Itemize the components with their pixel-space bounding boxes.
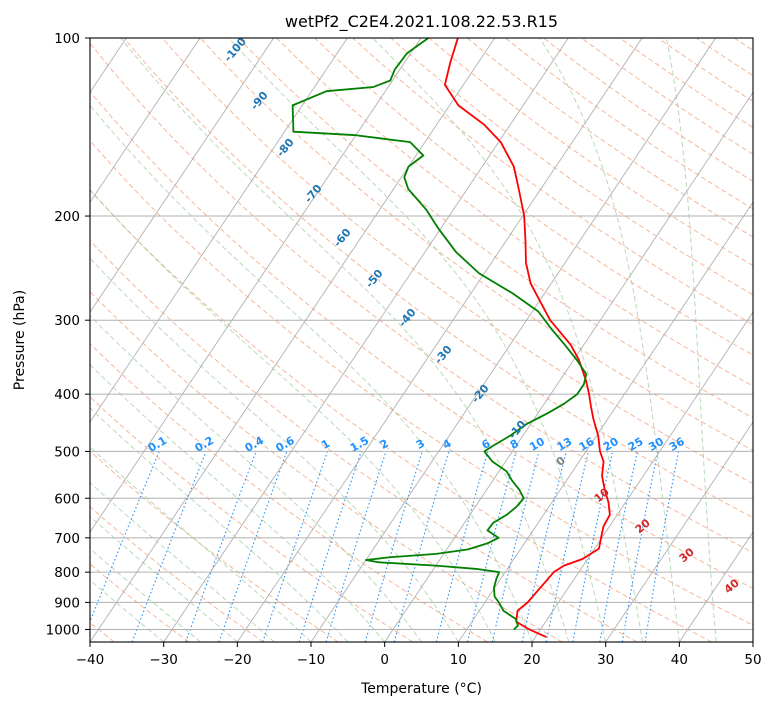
mixing-ratio-line xyxy=(599,451,638,642)
mixing-ratio-line xyxy=(491,451,540,642)
moist-adiabat-line xyxy=(372,38,643,642)
y-tick-label: 900 xyxy=(54,595,80,611)
isotherm-gridlines xyxy=(90,38,753,642)
x-axis-label: Temperature (°C) xyxy=(360,681,482,697)
x-axis-ticks: −40 −30 −20 −10 0 10 20 30 40 50 xyxy=(76,642,762,668)
mixing-ratio-line xyxy=(185,451,257,642)
dry-adiabat-line xyxy=(428,38,753,267)
y-tick-label: 600 xyxy=(54,491,80,507)
dry-adiabat-line xyxy=(90,343,488,642)
y-tick-label: 300 xyxy=(54,313,80,329)
moist-adiabat-line xyxy=(120,38,570,642)
y-axis-ticks: 100 200 300 400 500 600 700 800 900 1000 xyxy=(46,31,90,638)
isobar-gridlines xyxy=(90,38,753,630)
dry-adiabat-line xyxy=(390,38,753,296)
isotherm-gridline xyxy=(678,531,753,642)
mixing-ratio-line xyxy=(466,451,517,642)
x-tick-label: 0 xyxy=(380,652,389,668)
isotherm-gridline xyxy=(90,38,496,642)
moist-adiabat-line xyxy=(90,548,201,642)
isotherm-gridline xyxy=(90,38,275,313)
y-tick-label: 1000 xyxy=(46,622,80,638)
dry-adiabat-line xyxy=(161,38,753,485)
x-tick-label: −20 xyxy=(223,652,252,668)
dry-adiabat-line xyxy=(90,239,638,642)
dry-adiabat-line xyxy=(123,38,753,519)
dry-adiabat-line xyxy=(238,38,753,419)
moist-adiabat-line xyxy=(228,38,607,642)
mixing-ratio-line xyxy=(521,451,567,642)
moist-adiabats xyxy=(90,38,717,642)
dry-adiabat-line xyxy=(505,38,753,210)
moist-adiabat-line xyxy=(90,407,349,642)
isotherm-gridline xyxy=(90,38,422,533)
mixing-ratio-line xyxy=(621,451,659,642)
moist-adiabat-line xyxy=(665,38,717,642)
x-tick-label: −10 xyxy=(297,652,326,668)
dry-adiabat-line xyxy=(90,189,712,642)
y-tick-label: 400 xyxy=(54,387,80,403)
moist-adiabat-line xyxy=(90,364,386,642)
y-tick-label: 700 xyxy=(54,531,80,547)
dry-adiabat-line xyxy=(90,396,414,642)
mixing-ratio-line xyxy=(218,451,288,642)
isotherm-gridline xyxy=(90,38,201,204)
isotherm-gridline xyxy=(605,421,753,642)
x-tick-label: 50 xyxy=(744,652,761,668)
mixing-ratio-line xyxy=(393,451,450,642)
dry-adiabat-line xyxy=(90,42,753,554)
dewpoint-trace xyxy=(291,38,588,631)
moist-adiabat-line xyxy=(90,314,422,642)
moist-adiabat-line xyxy=(90,446,312,642)
mixing-ratio-line xyxy=(572,451,614,642)
y-tick-label: 100 xyxy=(54,31,80,47)
dry-adiabat-line xyxy=(90,290,563,642)
temperature-trace xyxy=(443,38,611,638)
moist-adiabat-line xyxy=(90,188,496,642)
isotherm-gridline xyxy=(310,38,717,642)
mixing-ratio-line xyxy=(325,451,387,642)
y-tick-label: 200 xyxy=(54,209,80,225)
moist-adiabat-line xyxy=(90,482,275,642)
x-tick-label: −40 xyxy=(76,652,105,668)
dry-adiabat-line xyxy=(314,38,753,356)
mixing-ratio-line xyxy=(298,451,362,642)
moist-adiabat-line xyxy=(90,104,533,642)
moist-adiabat-line xyxy=(90,579,164,642)
moist-adiabat-line xyxy=(90,257,459,642)
isotherm-gridline xyxy=(457,201,753,642)
dry-adiabat-line xyxy=(90,90,753,589)
x-tick-label: 10 xyxy=(450,652,467,668)
moist-adiabat-line xyxy=(90,515,238,642)
x-tick-label: 40 xyxy=(671,652,688,668)
mixing-ratio-line xyxy=(435,451,489,642)
mixing-ratio-line xyxy=(364,451,423,642)
isotherm-gridline xyxy=(384,91,753,642)
x-tick-label: −30 xyxy=(149,652,178,668)
x-tick-label: 30 xyxy=(597,652,614,668)
x-tick-label: 20 xyxy=(523,652,540,668)
dry-adiabat-line xyxy=(543,38,753,182)
chart-title: wetPf2_C2E4.2021.108.22.53.R15 xyxy=(285,12,558,32)
mixing-ratio-line xyxy=(262,451,329,642)
y-tick-label: 800 xyxy=(54,565,80,581)
y-axis-label: Pressure (hPa) xyxy=(12,290,28,390)
mixing-ratio-line xyxy=(644,451,680,642)
moist-adiabat-line xyxy=(539,38,680,642)
isotherm-gridline xyxy=(90,38,348,423)
dry-adiabat-line xyxy=(276,38,753,387)
isotherm-gridline xyxy=(236,38,643,642)
sounding-traces xyxy=(291,38,611,638)
y-tick-label: 500 xyxy=(54,444,80,460)
isotherm-gridline xyxy=(531,311,753,642)
mixing-ratio-lines xyxy=(90,451,680,642)
isotherm-gridline xyxy=(163,38,569,642)
plot-frame xyxy=(89,37,754,643)
